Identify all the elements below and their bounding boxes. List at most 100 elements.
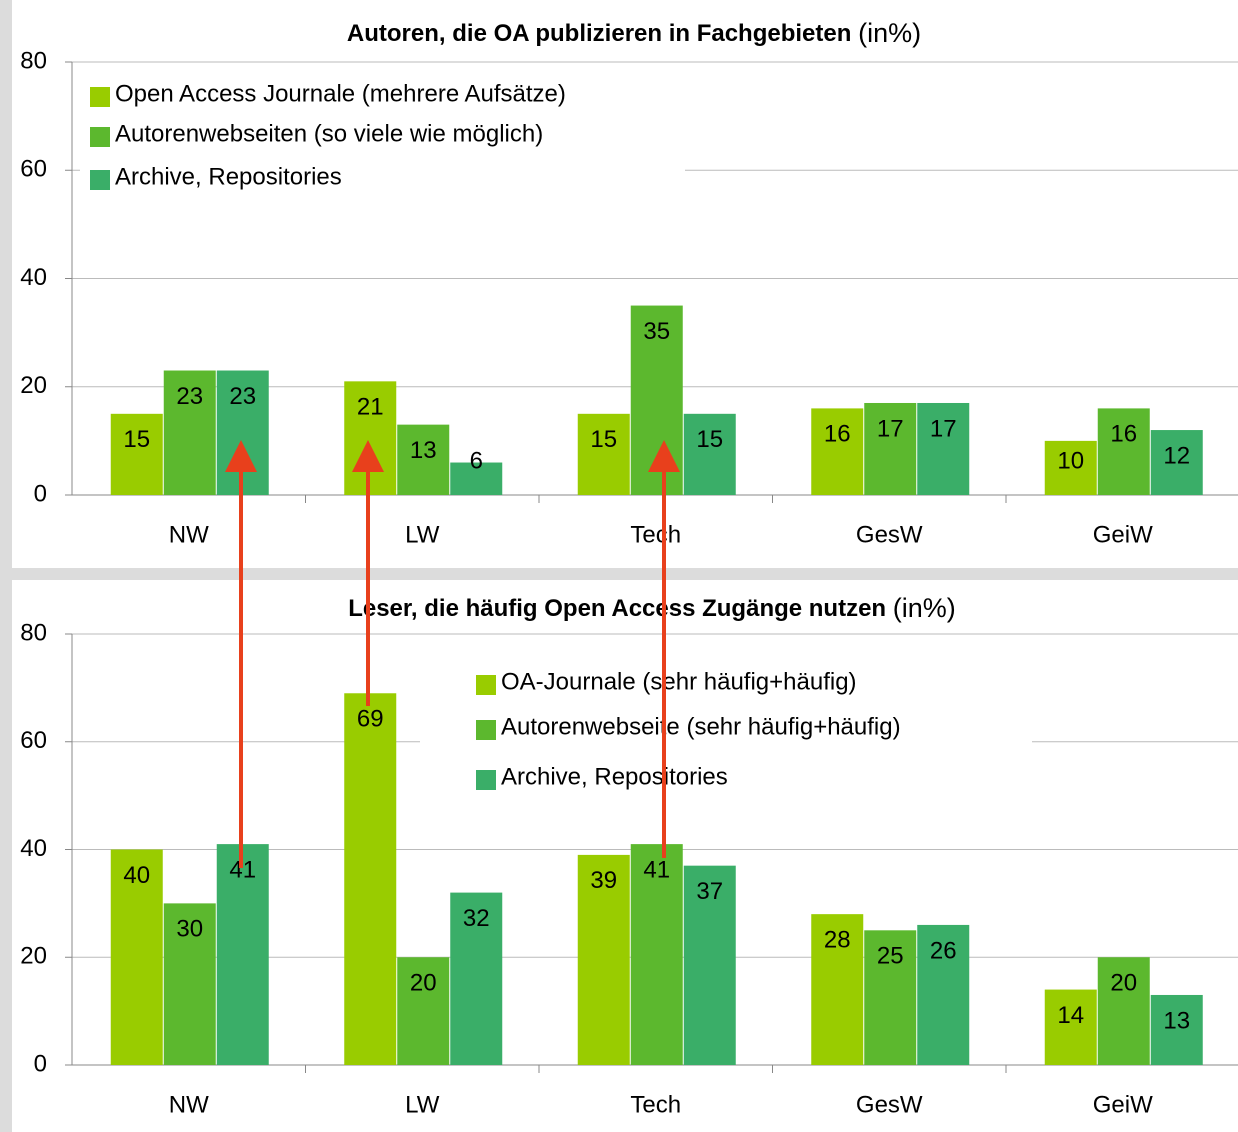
x-tick-label: GesW	[856, 521, 923, 548]
data-label: 35	[643, 318, 670, 345]
data-label: 40	[123, 862, 150, 889]
bar	[110, 849, 163, 1065]
legend-swatch	[476, 720, 496, 740]
bar	[683, 413, 736, 495]
chart-title: Leser, die häufig Open Access Zugänge nu…	[348, 593, 956, 623]
data-label: 20	[410, 970, 437, 997]
data-label: 15	[590, 426, 617, 453]
bar	[917, 924, 970, 1065]
data-label: 69	[357, 706, 384, 733]
legend-label: Archive, Repositories	[501, 763, 728, 790]
data-label: 21	[357, 394, 384, 421]
chart-title-main: Autoren, die OA publizieren in Fachgebie…	[347, 20, 852, 47]
y-tick-label: 80	[20, 47, 47, 74]
data-label: 6	[470, 447, 483, 474]
bar	[577, 854, 630, 1065]
bar	[344, 381, 397, 495]
data-label: 13	[1163, 1007, 1190, 1034]
data-label: 25	[877, 943, 904, 970]
data-label: 37	[696, 878, 723, 905]
legend-label: Open Access Journale (mehrere Aufsätze)	[115, 80, 566, 107]
bar	[864, 402, 917, 495]
bar	[811, 914, 864, 1065]
data-label: 39	[590, 867, 617, 894]
bar	[163, 370, 216, 495]
legend-box	[420, 660, 1032, 800]
data-label: 14	[1057, 1002, 1084, 1029]
bar	[1097, 957, 1150, 1065]
x-tick-label: GesW	[856, 1091, 923, 1118]
chart-title-unit: (in%)	[858, 18, 921, 48]
chart-title-main: Leser, die häufig Open Access Zugänge nu…	[348, 595, 886, 622]
data-label: 10	[1057, 447, 1084, 474]
data-label: 23	[229, 383, 256, 410]
bar	[110, 413, 163, 495]
x-tick-label: LW	[405, 521, 440, 548]
bar	[216, 844, 269, 1065]
data-label: 23	[176, 383, 203, 410]
legend-swatch	[476, 770, 496, 790]
data-label: 12	[1163, 442, 1190, 469]
data-label: 32	[463, 905, 490, 932]
y-tick-label: 60	[20, 727, 47, 754]
bar	[1044, 440, 1097, 495]
data-label: 20	[1110, 970, 1137, 997]
bar	[1150, 994, 1203, 1065]
bar	[397, 957, 450, 1065]
data-label: 17	[930, 415, 957, 442]
x-tick-label: GeiW	[1093, 521, 1153, 548]
bar	[450, 892, 503, 1065]
y-tick-label: 20	[20, 372, 47, 399]
y-tick-label: 40	[20, 835, 47, 862]
legend-swatch	[90, 170, 110, 190]
x-tick-label: NW	[169, 521, 209, 548]
bar	[683, 865, 736, 1065]
bar	[864, 930, 917, 1065]
y-tick-label: 80	[20, 619, 47, 646]
data-label: 41	[643, 856, 670, 883]
bar	[1150, 430, 1203, 495]
bar	[577, 413, 630, 495]
data-label: 17	[877, 415, 904, 442]
chart-title-unit: (in%)	[893, 593, 956, 623]
legend-label: OA-Journale (sehr häufig+häufig)	[501, 668, 857, 695]
data-label: 15	[696, 426, 723, 453]
bar	[450, 462, 503, 495]
bar	[163, 903, 216, 1065]
x-tick-label: NW	[169, 1091, 209, 1118]
x-tick-label: LW	[405, 1091, 440, 1118]
legend-swatch	[90, 87, 110, 107]
data-label: 13	[410, 437, 437, 464]
bar	[811, 408, 864, 495]
bar	[1097, 408, 1150, 495]
y-tick-label: 0	[34, 1050, 47, 1077]
bar	[917, 402, 970, 495]
x-tick-label: Tech	[630, 1091, 681, 1118]
legend-label: Autorenwebseiten (so viele wie möglich)	[115, 120, 543, 147]
chart-title: Autoren, die OA publizieren in Fachgebie…	[347, 18, 921, 48]
legend-label: Archive, Repositories	[115, 163, 342, 190]
y-tick-label: 20	[20, 943, 47, 970]
bar	[630, 844, 683, 1065]
legend-box	[80, 72, 685, 200]
y-tick-label: 40	[20, 264, 47, 291]
data-label: 26	[930, 937, 957, 964]
data-label: 16	[824, 421, 851, 448]
legend-label: Autorenwebseite (sehr häufig+häufig)	[501, 713, 901, 740]
y-tick-label: 0	[34, 480, 47, 507]
data-label: 16	[1110, 421, 1137, 448]
bar	[397, 424, 450, 495]
x-tick-label: GeiW	[1093, 1091, 1153, 1118]
data-label: 15	[123, 426, 150, 453]
y-tick-label: 60	[20, 156, 47, 183]
bar	[1044, 989, 1097, 1065]
data-label: 30	[176, 916, 203, 943]
legend-swatch	[476, 675, 496, 695]
x-tick-label: Tech	[630, 521, 681, 548]
bar	[344, 693, 397, 1065]
data-label: 28	[824, 926, 851, 953]
legend-swatch	[90, 127, 110, 147]
